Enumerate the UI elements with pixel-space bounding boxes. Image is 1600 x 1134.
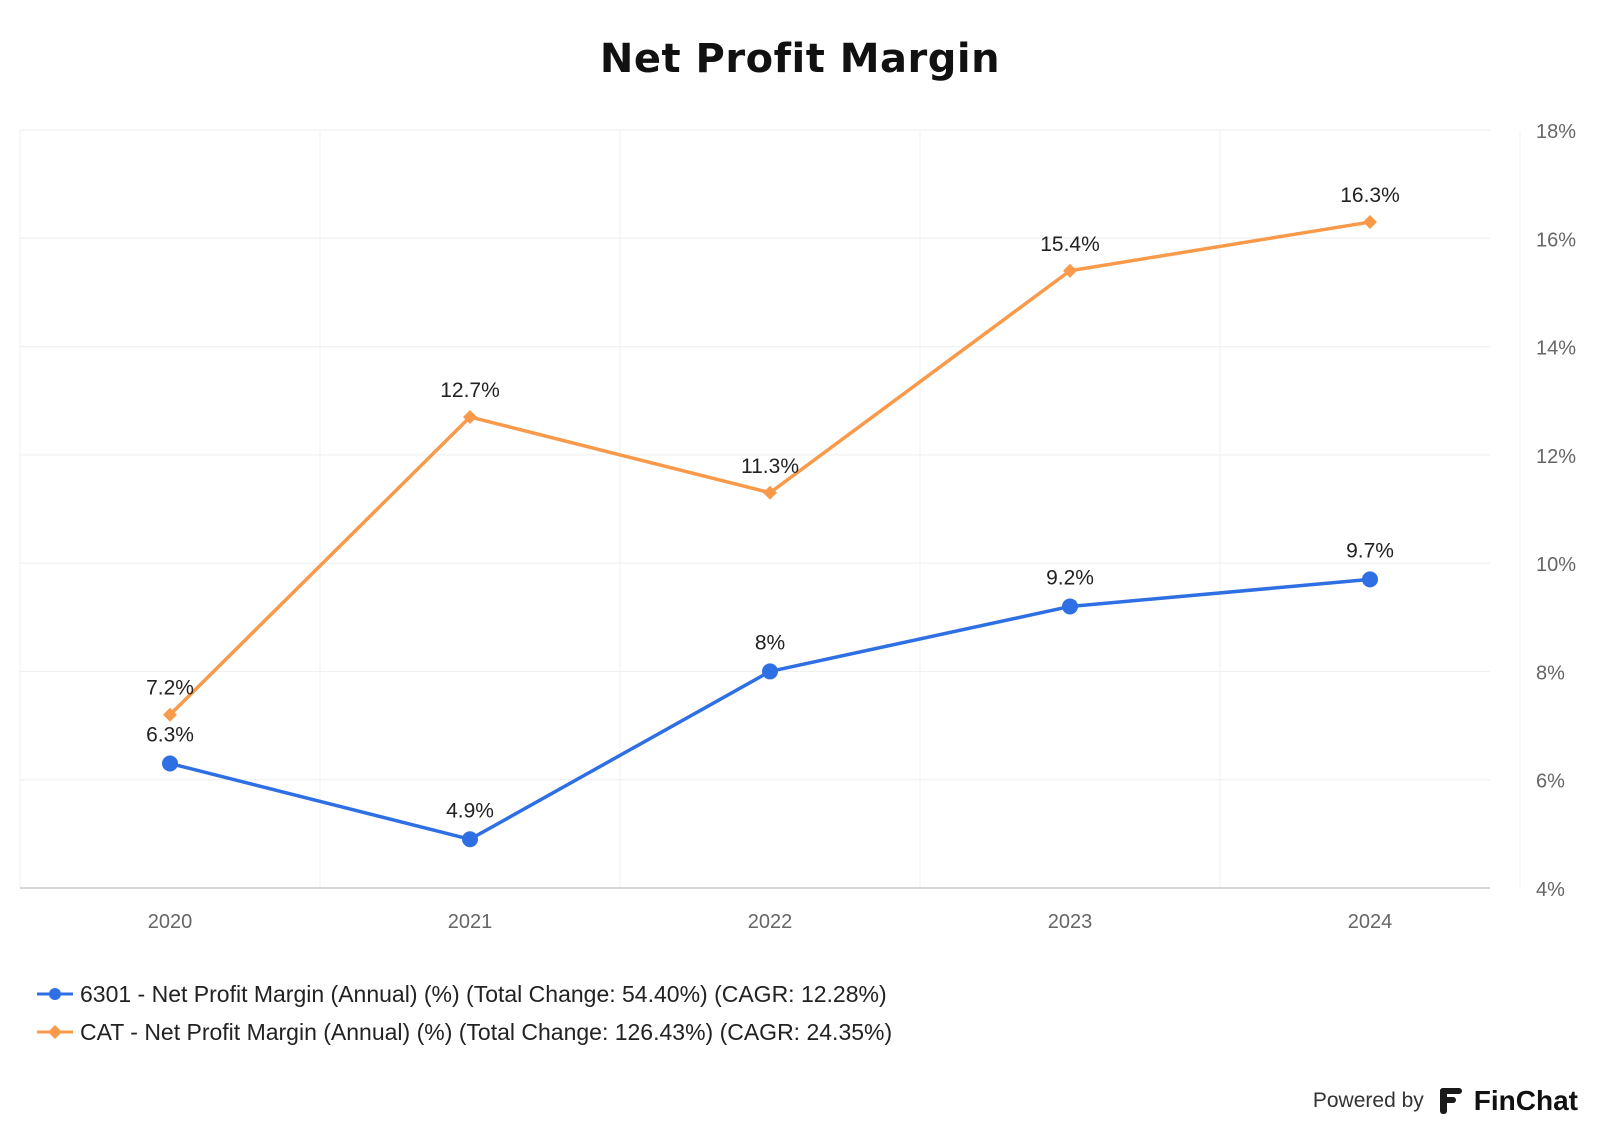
data-point-diamond [1063,263,1077,278]
powered-by-footer: Powered by FinChat [1313,1085,1578,1117]
finchat-brand: FinChat [1473,1085,1578,1116]
x-tick-label: 2020 [148,911,193,933]
y-tick-label: 10% [1536,554,1576,576]
legend-circle-marker-icon [37,988,73,1000]
y-tick-label: 18% [1536,121,1576,143]
y-tick-label: 16% [1536,229,1576,251]
line-chart: 4% 6% 8% 10% 12% 14% 16% 18% 2020 2021 2022 2023 202… [19,121,1576,933]
legend-item-6301[interactable]: 6301 - Net Profit Margin (Annual) (%) (T… [36,975,892,1013]
data-point-diamond [163,707,177,722]
x-tick-label: 2024 [1348,911,1393,933]
y-tick-label: 6% [1536,771,1565,793]
data-label: 7.2% [146,677,194,700]
legend: 6301 - Net Profit Margin (Annual) (%) (T… [36,975,892,1051]
data-point-diamond [1363,215,1377,230]
y-tick-label: 14% [1536,338,1576,360]
series-line-0 [169,577,1371,842]
data-label: 11.3% [741,455,799,478]
legend-item-cat[interactable]: CAT - Net Profit Margin (Annual) (%) (To… [36,1013,892,1051]
legend-diamond-marker-icon [37,1025,73,1039]
y-tick-label: 8% [1536,662,1565,684]
x-tick-label: 2021 [448,911,493,933]
data-point-circle [162,755,178,772]
data-label: 9.2% [1046,566,1094,589]
x-tick-label: 2022 [748,911,793,933]
y-tick-label: 12% [1536,446,1576,468]
finchat-logo-icon [1439,1088,1462,1114]
data-label: 8% [755,631,785,654]
data-label: 12.7% [440,379,500,402]
chart-title: Net Profit Margin [599,36,1001,82]
data-label: 4.9% [446,799,494,822]
legend-label-6301: 6301 - Net Profit Margin (Annual) (%) (T… [80,980,887,1007]
data-label: 9.7% [1346,539,1394,562]
x-tick-label: 2023 [1048,911,1093,933]
data-point-diamond [763,485,777,500]
data-point-diamond [463,409,477,424]
data-point-circle [462,831,478,848]
data-point-circle [1062,598,1078,615]
legend-label-cat: CAT - Net Profit Margin (Annual) (%) (To… [80,1018,893,1045]
data-label: 15.4% [1040,233,1100,256]
powered-by-text: Powered by [1312,1089,1424,1112]
data-point-circle [762,663,778,680]
y-tick-label: 4% [1536,879,1565,901]
data-label: 6.3% [146,723,194,746]
data-point-circle [1362,571,1378,588]
data-label: 16.3% [1340,184,1400,207]
